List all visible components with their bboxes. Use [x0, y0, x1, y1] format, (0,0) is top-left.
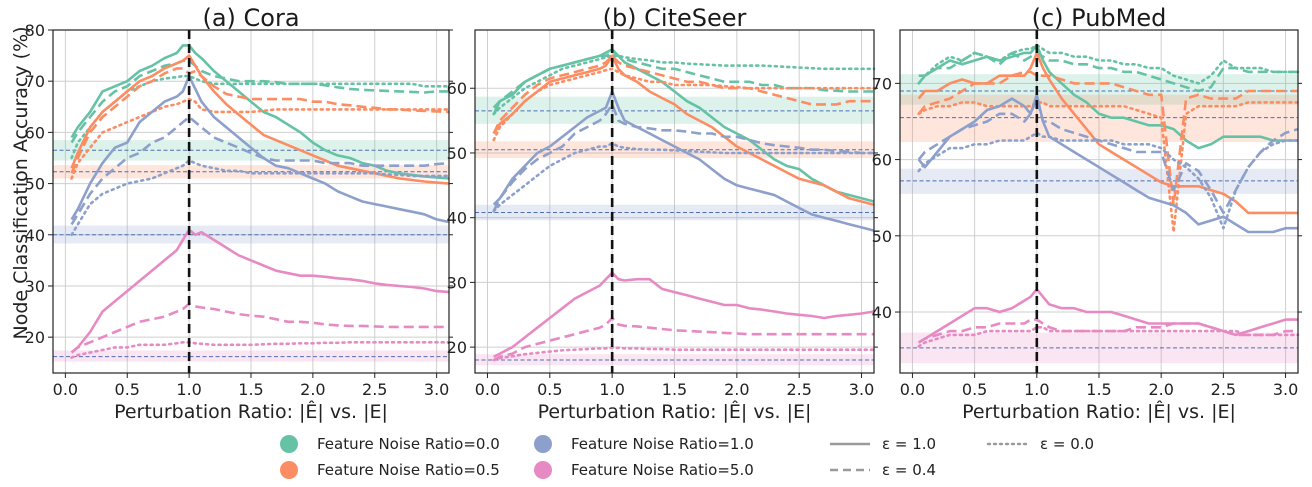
x-axis-label: Perturbation Ratio: |Ê| vs. |E| [538, 400, 812, 423]
series-line-fnr05-solid [70, 54, 450, 185]
series-line-fnr5-dotted [70, 340, 451, 359]
series-line-fnr1-dashed [492, 103, 874, 212]
y-tick-label: 40 [872, 303, 892, 322]
x-tick-label: 1.0 [176, 380, 201, 399]
series-line-fnr1-solid [70, 74, 450, 224]
baseline-band-fnr1 [475, 204, 874, 221]
series-line-fnr05-dashed [917, 70, 1298, 207]
x-tick-label: 1.0 [1024, 380, 1049, 399]
y-tick-label: 70 [872, 74, 892, 93]
legend-label-fnr5: Feature Noise Ratio=5.0 [571, 461, 754, 479]
y-tick-label: 70 [25, 72, 45, 91]
legend-label-fnr05: Feature Noise Ratio=0.5 [317, 461, 500, 479]
x-tick-label: 2.5 [362, 380, 387, 399]
legend-label-fnr1: Feature Noise Ratio=1.0 [571, 435, 754, 453]
baseline-band-fnr0 [475, 96, 874, 124]
panels: 0.0 0.5 1.0 1.5 2.0 2.5 3.0 20 30 40 50 60 70 80 (a) C… [25, 4, 1302, 423]
y-tick-label: 50 [447, 144, 467, 163]
x-tick-label: 2.5 [786, 380, 811, 399]
panel-title: (b) CiteSeer [603, 4, 747, 32]
series-line-fnr05-dotted [492, 67, 876, 142]
series-line-fnr1-dashed [70, 115, 450, 226]
x-tick-label: 0.0 [900, 380, 925, 399]
panel-title: (c) PubMed [1032, 4, 1167, 32]
x-tick-label: 3.0 [849, 380, 874, 399]
series-line-fnr05-dotted [917, 101, 1300, 234]
series-line-fnr05-solid [492, 54, 875, 206]
x-tick-label: 1.5 [662, 380, 687, 399]
y-tick-label: 80 [25, 21, 45, 40]
x-tick-label: 0.5 [537, 380, 562, 399]
x-tick-label: 1.0 [599, 380, 624, 399]
legend-marker-fnr0 [280, 435, 298, 453]
y-tick-label: 20 [25, 328, 45, 347]
panel-title: (a) Cora [202, 4, 299, 32]
series-line-fnr05-dashed [70, 67, 450, 174]
legend-label-fnr0: Feature Noise Ratio=0.0 [317, 435, 500, 453]
y-tick-label: 60 [872, 151, 892, 170]
x-tick-label: 3.0 [1273, 380, 1298, 399]
x-tick-label: 2.0 [724, 380, 749, 399]
x-tick-label: 1.5 [238, 380, 263, 399]
x-tick-label: 2.0 [300, 380, 325, 399]
legend-marker-fnr05 [280, 461, 298, 479]
panel-1: 0.0 0.5 1.0 1.5 2.0 2.5 3.0 20 30 40 50 60 (b) CiteS… [447, 4, 878, 423]
legend-label-eps-solid: ε = 1.0 [882, 435, 936, 453]
series-line-fnr1-dotted [492, 142, 876, 213]
x-tick-label: 0.5 [115, 380, 140, 399]
series-line-fnr0-dotted [917, 43, 1300, 85]
x-tick-label: 0.0 [475, 380, 500, 399]
series-line-fnr5-solid [493, 271, 875, 358]
y-tick-label: 40 [25, 226, 45, 245]
panel-0: 0.0 0.5 1.0 1.5 2.0 2.5 3.0 20 30 40 50 60 70 80 (a) C… [25, 4, 453, 423]
x-axis-label: Perturbation Ratio: |Ê| vs. |E| [114, 400, 388, 423]
y-tick-label: 30 [447, 273, 467, 292]
series-line-fnr05-dotted [70, 97, 451, 180]
series-line-fnr1-solid [492, 90, 875, 232]
x-tick-label: 0.0 [53, 380, 78, 399]
legend-marker-fnr5 [534, 461, 552, 479]
legend: Feature Noise Ratio=0.0 Feature Noise Rat… [280, 435, 1094, 479]
x-tick-label: 2.5 [1211, 380, 1236, 399]
y-tick-label: 40 [447, 209, 467, 228]
x-axis-label: Perturbation Ratio: |Ê| vs. |E| [962, 400, 1236, 423]
series-line-fnr0-solid [917, 43, 1298, 150]
series-line-fnr5-solid [70, 228, 450, 354]
y-tick-label: 60 [25, 123, 45, 142]
series-line-fnr5-dotted [917, 325, 1300, 348]
legend-marker-fnr1 [534, 435, 552, 453]
panel-2: 0.0 0.5 1.0 1.5 2.0 2.5 3.0 40 50 60 70 (c) PubMed P… [872, 4, 1302, 423]
x-tick-label: 0.5 [962, 380, 987, 399]
legend-label-eps-dashed: ε = 0.4 [882, 461, 936, 479]
series-line-fnr5-dashed [70, 302, 449, 354]
series-line-fnr5-dotted [492, 346, 876, 362]
baseline-band-fnr5 [53, 350, 449, 362]
x-tick-label: 1.5 [1086, 380, 1111, 399]
series-line-fnr1-dashed [917, 97, 1299, 215]
y-axis-label: Node Classification Accuracy (%) [10, 26, 32, 339]
series-line-fnr05-dashed [492, 54, 874, 135]
series-line-fnr1-dotted [917, 131, 1300, 230]
legend-label-eps-dotted: ε = 0.0 [1040, 435, 1094, 453]
y-tick-label: 20 [447, 338, 467, 357]
baseline-band-fnr5 [475, 354, 874, 366]
y-tick-label: 30 [25, 277, 45, 296]
series-line-fnr0-dotted [70, 74, 451, 160]
x-tick-label: 3.0 [424, 380, 449, 399]
series-line-fnr5-dashed [493, 316, 874, 362]
y-tick-label: 50 [872, 227, 892, 246]
series-line-fnr0-dotted [492, 54, 876, 116]
series-line-fnr1-solid [917, 93, 1298, 234]
y-tick-label: 50 [25, 175, 45, 194]
series-line-fnr0-solid [492, 48, 875, 203]
x-tick-label: 2.0 [1148, 380, 1173, 399]
series-line-fnr05-solid [917, 51, 1298, 215]
y-tick-label: 60 [447, 79, 467, 98]
series-line-fnr0-dashed [70, 59, 449, 144]
